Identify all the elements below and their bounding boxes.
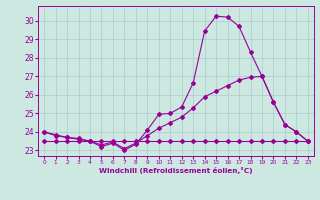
X-axis label: Windchill (Refroidissement éolien,°C): Windchill (Refroidissement éolien,°C)	[99, 167, 253, 174]
